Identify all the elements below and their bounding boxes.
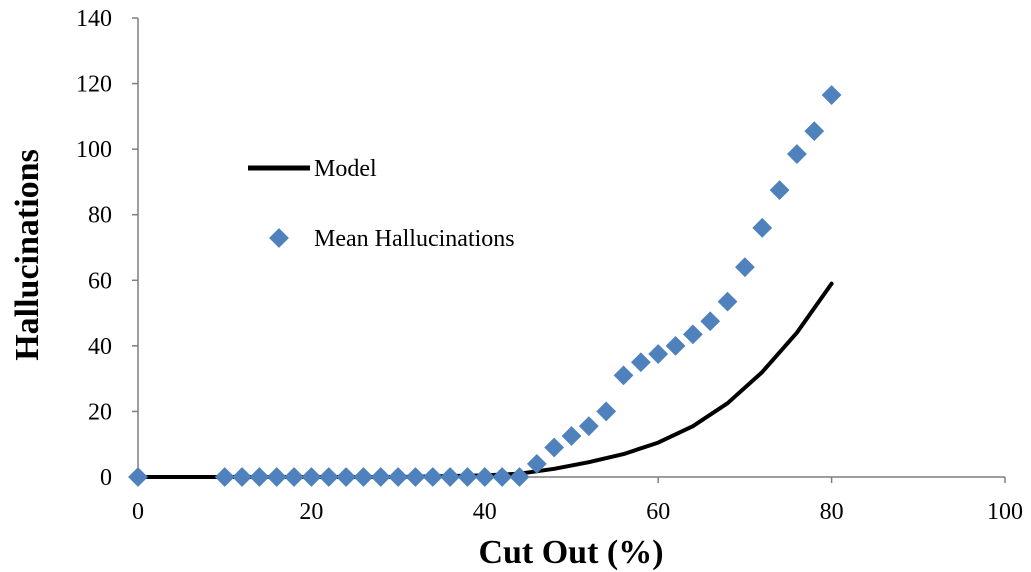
mean-hallucinations-point [492, 467, 513, 487]
y-axis-ticks: 0 20 40 60 80 100 120 140 [76, 6, 138, 491]
mean-hallucinations-point [630, 352, 651, 373]
mean-hallucinations-point [249, 467, 270, 487]
mean-hallucinations-point [128, 467, 148, 487]
mean-hallucinations-point [214, 467, 235, 487]
mean-hallucinations-point [509, 467, 530, 487]
legend-mean-label: Mean Hallucinations [314, 226, 515, 252]
mean-hallucinations-point [544, 437, 565, 458]
mean-hallucinations-point [787, 144, 807, 164]
x-tick-label: 20 [299, 499, 323, 525]
y-tick-label: 0 [100, 465, 112, 491]
x-axis-title: Cut Out (%) [478, 534, 663, 571]
x-tick-label: 100 [987, 499, 1023, 525]
mean-hallucinations-point [266, 467, 287, 487]
y-tick-label: 40 [88, 334, 112, 360]
mean-hallucinations-point [700, 311, 721, 332]
plot-area: 0 20 40 60 80 100 0 20 40 60 80 100 120 140 [76, 6, 1023, 525]
legend-model-label: Model [314, 156, 377, 182]
x-tick-label: 80 [820, 499, 844, 525]
mean-hallucinations-point [769, 180, 790, 201]
mean-hallucinations-point [717, 291, 738, 312]
legend-mean-marker [269, 228, 289, 248]
mean-hallucinations-point [370, 467, 391, 487]
mean-hallucinations-point [284, 467, 304, 487]
mean-hallucinations-point [596, 401, 617, 422]
x-tick-label: 0 [132, 499, 144, 525]
x-tick-label: 60 [646, 499, 670, 525]
y-axis-title: Hallucinations [9, 149, 46, 361]
legend: Model Mean Hallucinations [248, 156, 515, 252]
series-model-line [136, 281, 834, 479]
mean-hallucinations-point [682, 324, 703, 345]
mean-hallucinations-point [474, 467, 495, 487]
mean-hallucinations-point [440, 467, 461, 487]
mean-hallucinations-point [648, 344, 669, 364]
mean-hallucinations-point [232, 467, 252, 487]
series-layer [128, 85, 842, 487]
mean-hallucinations-point [388, 467, 408, 487]
mean-hallucinations-point [561, 426, 582, 446]
y-tick-label: 140 [76, 6, 112, 32]
mean-hallucinations-point [301, 467, 322, 487]
y-tick-label: 120 [76, 72, 112, 98]
mean-hallucinations-point [578, 416, 599, 437]
mean-hallucinations-point [752, 217, 773, 238]
mean-hallucinations-point [336, 467, 356, 487]
y-tick-label: 100 [76, 137, 112, 163]
y-tick-label: 60 [88, 268, 112, 294]
mean-hallucinations-point [318, 467, 339, 487]
x-tick-label: 40 [473, 499, 497, 525]
mean-hallucinations-point [735, 257, 755, 278]
mean-hallucinations-point [526, 453, 547, 474]
mean-hallucinations-point [457, 467, 478, 487]
mean-hallucinations-point [613, 365, 634, 386]
mean-hallucinations-point [665, 335, 686, 356]
y-tick-label: 20 [88, 399, 112, 425]
mean-hallucinations-point [804, 121, 825, 142]
mean-hallucinations-point [422, 467, 443, 487]
y-tick-label: 80 [88, 203, 112, 229]
x-axis-ticks: 0 20 40 60 80 100 [132, 477, 1023, 525]
mean-hallucinations-point [353, 467, 374, 487]
mean-hallucinations-point [821, 85, 842, 105]
mean-hallucinations-point [405, 467, 426, 487]
